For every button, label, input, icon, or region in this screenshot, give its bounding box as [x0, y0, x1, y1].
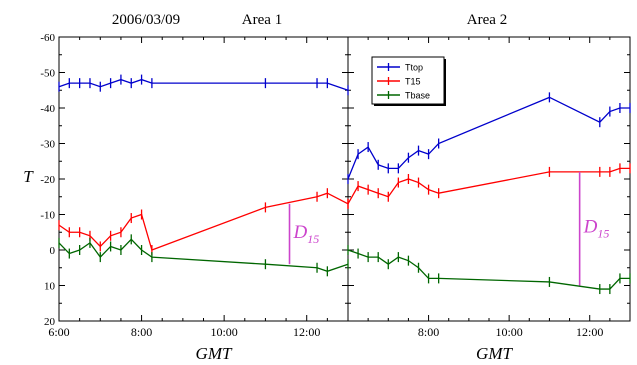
panel2-x-axis-label: GMT [476, 344, 513, 363]
panel2-x-tick-label: 12:00 [576, 325, 603, 339]
panel1-series-tbase-line [58, 238, 349, 272]
legend-label-ttop: Ttop [405, 63, 423, 73]
panel1-x-tick-label: 12:00 [293, 325, 320, 339]
panel1-y-tick-label: -10 [40, 210, 55, 222]
panel1-y-tick-label: -50 [40, 68, 55, 80]
panel1-x-tick-label: 6:00 [48, 325, 69, 339]
panel1-plot-frame [58, 36, 349, 322]
legend-label-tbase: Tbase [405, 91, 430, 101]
panel2-x-tick-label: 8:00 [418, 325, 439, 339]
panel1-y-tick-label: 0 [50, 245, 56, 257]
panel1-y-tick-label: -20 [40, 174, 55, 186]
panel1-y-axis-label: T [23, 167, 34, 186]
panel2-x-tick-label: 10:00 [495, 325, 522, 339]
panel1-y-tick-label: -40 [40, 103, 55, 115]
panel1-x-tick-label: 10:00 [210, 325, 237, 339]
panel1-x-tick-label: 8:00 [131, 325, 152, 339]
panel2-d15-letter: D [583, 217, 598, 238]
panel1-y-tick-label: -30 [40, 139, 55, 151]
panel2-series-ttop-line [347, 96, 630, 180]
panel1-d15-letter: D [293, 222, 308, 243]
panel1-x-axis-label: GMT [196, 344, 233, 363]
panel2-title: Area 2 [467, 12, 507, 28]
panel1-series-ttop-line [58, 78, 349, 91]
panel1-y-tick-label: 20 [44, 316, 56, 328]
panel1-series-t15-line [58, 192, 349, 251]
panel2-d15-label: D15 [583, 217, 610, 241]
legend-box [371, 56, 445, 105]
panel2-series-t15-line [347, 167, 630, 205]
date-label: 2006/03/09 [112, 12, 180, 28]
legend-label-t15: T15 [405, 77, 421, 87]
panel2-series-tbase-line [347, 249, 630, 290]
panel2-d15-subscript: 15 [597, 227, 609, 241]
panel1-d15-subscript: 15 [307, 232, 319, 246]
panel1-y-tick-label: -60 [40, 32, 55, 44]
panel1-y-tick-label: 10 [44, 281, 56, 293]
panel1-title: Area 1 [242, 12, 282, 28]
panel1-d15-label: D15 [293, 222, 320, 246]
